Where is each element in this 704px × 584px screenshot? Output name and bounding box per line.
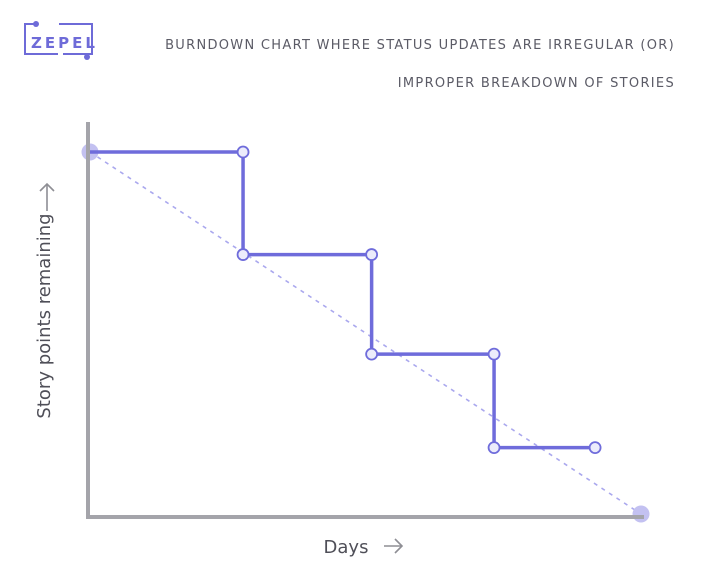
chart-title: BURNDOWN CHART WHERE STATUS UPDATES ARE … xyxy=(165,38,675,53)
actual-point-1 xyxy=(236,145,250,159)
ideal-end-point xyxy=(632,505,650,523)
logo-frame-icon xyxy=(24,23,58,55)
y-axis-label: Story points remaining xyxy=(34,213,55,418)
actual-point-6 xyxy=(487,441,501,455)
zepel-logo: ZEPEL xyxy=(24,21,98,60)
chart-subtitle: IMPROPER BREAKDOWN OF STORIES xyxy=(398,76,675,91)
x-arrow-icon xyxy=(384,538,404,554)
actual-point-3 xyxy=(365,248,379,261)
actual-point-2 xyxy=(236,248,250,261)
plot-area xyxy=(81,143,650,523)
actual-point-7 xyxy=(588,441,602,455)
logo-dot-icon xyxy=(33,21,39,27)
logo-frame-icon-right xyxy=(59,23,93,55)
actual-burndown-line xyxy=(90,150,596,450)
logo-text: ZEPEL xyxy=(31,34,98,52)
logo-dot-icon xyxy=(84,54,90,60)
actual-point-4 xyxy=(365,347,379,361)
y-arrow-icon xyxy=(39,182,55,211)
actual-point-5 xyxy=(487,347,501,361)
ideal-burndown-line xyxy=(89,151,642,515)
x-axis-label: Days xyxy=(324,537,369,558)
